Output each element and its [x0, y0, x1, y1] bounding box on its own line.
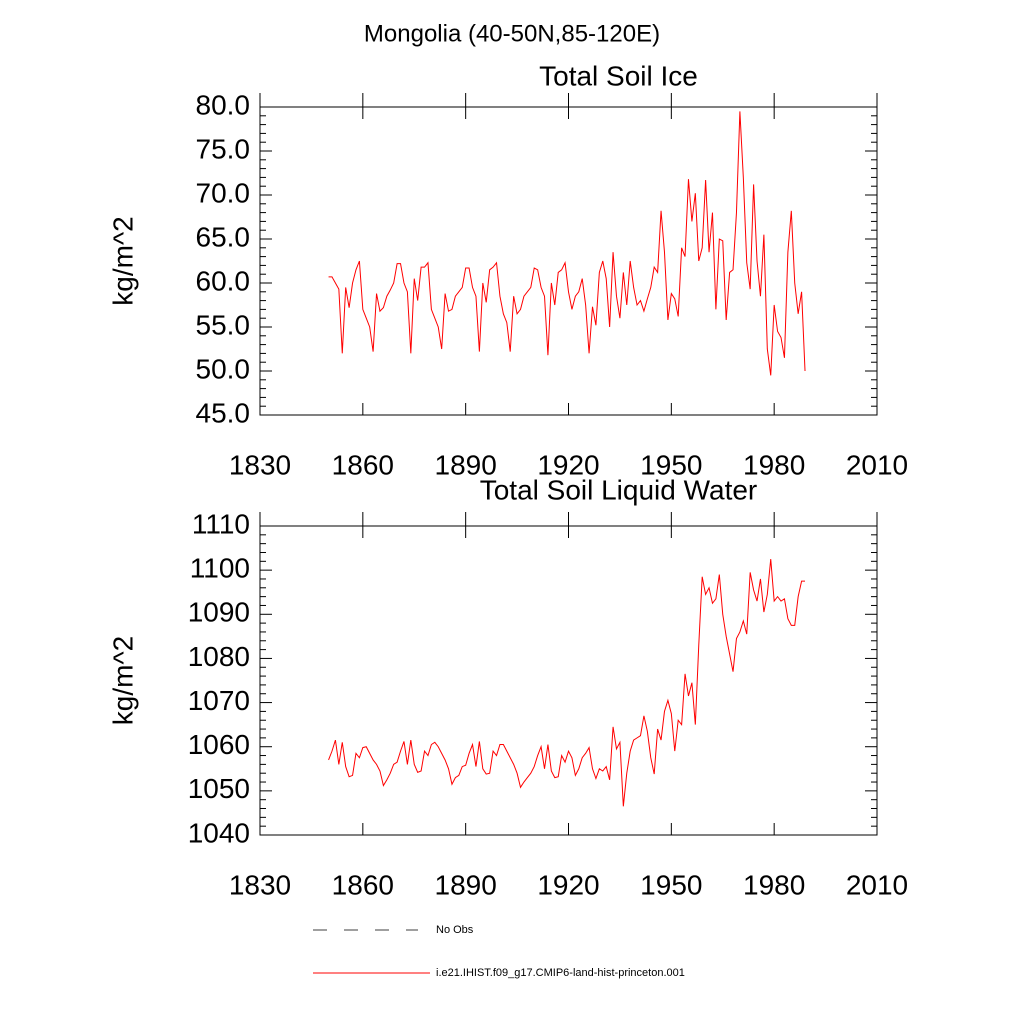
x-tick-label: 1920: [537, 449, 599, 480]
y-tick-label: 1070: [188, 685, 250, 716]
x-tick-label: 1830: [229, 869, 291, 900]
y-tick-label: 1080: [188, 641, 250, 672]
y-tick-label: 1110: [192, 508, 250, 539]
y-tick-label: 1050: [188, 773, 250, 804]
y-tick-label: 70.0: [196, 177, 251, 208]
y-tick-label: 55.0: [196, 309, 251, 340]
x-tick-label: 1830: [229, 449, 291, 480]
x-tick-label: 1920: [537, 869, 599, 900]
y-tick-label: 1100: [190, 553, 250, 584]
y-tick-label: 1060: [188, 729, 250, 760]
plot-frame: [259, 525, 878, 836]
y-tick-label: 1090: [188, 597, 250, 628]
y-tick-label: 75.0: [196, 133, 251, 164]
x-tick-label: 2010: [846, 449, 908, 480]
x-tick-label: 1980: [743, 449, 805, 480]
x-tick-label: 1950: [640, 869, 702, 900]
y-axis-label: kg/m^2: [107, 636, 138, 725]
x-tick-label: 1890: [435, 449, 497, 480]
x-tick-label: 1860: [332, 869, 394, 900]
data-line: [328, 559, 806, 807]
x-tick-label: 1860: [332, 449, 394, 480]
y-tick-label: 50.0: [196, 353, 251, 384]
plot-frame: [259, 106, 878, 416]
legend-label: No Obs: [436, 924, 474, 936]
x-tick-label: 1890: [435, 869, 497, 900]
legend-label: i.e21.IHIST.f09_g17.CMIP6-land-hist-prin…: [436, 967, 685, 979]
figure-title: Mongolia (40-50N,85-120E): [364, 20, 660, 47]
y-tick-label: 65.0: [196, 221, 251, 252]
x-tick-label: 1980: [743, 869, 805, 900]
y-tick-label: 1040: [188, 817, 250, 848]
y-axis-label: kg/m^2: [107, 216, 138, 305]
x-tick-label: 1950: [640, 449, 702, 480]
y-tick-label: 80.0: [196, 89, 251, 120]
y-tick-label: 45.0: [196, 397, 251, 428]
chart-title: Total Soil Liquid Water: [480, 474, 758, 505]
x-tick-label: 2010: [846, 869, 908, 900]
data-line: [328, 111, 806, 376]
y-tick-label: 60.0: [196, 265, 251, 296]
chart-title: Total Soil Ice: [539, 60, 698, 91]
